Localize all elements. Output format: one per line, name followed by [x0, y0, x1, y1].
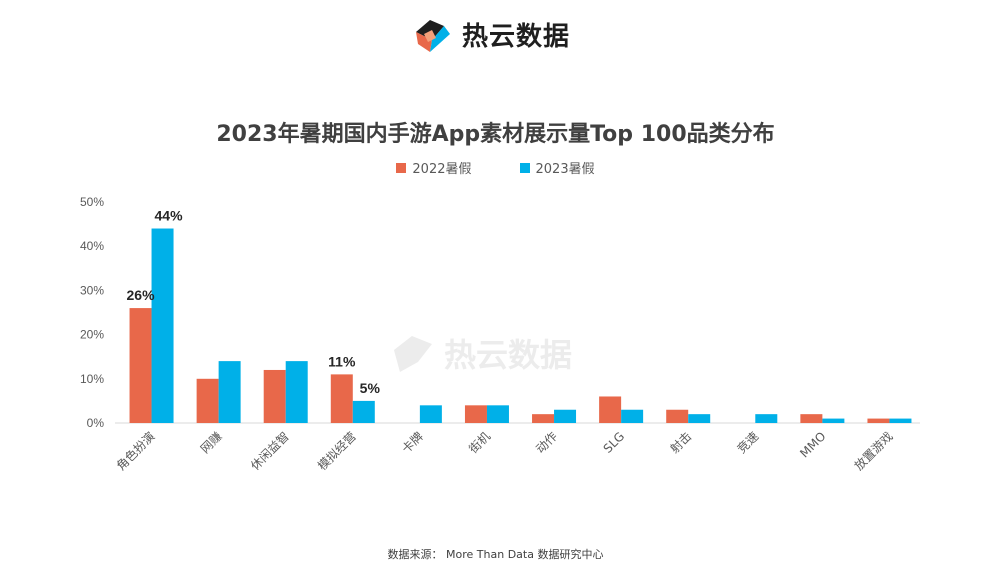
data-label: 11%	[328, 353, 356, 369]
bar	[263, 369, 286, 423]
x-tick-label: 竞速	[735, 429, 762, 456]
bar	[330, 374, 353, 423]
bar	[151, 228, 174, 423]
y-tick-label: 50%	[80, 195, 104, 209]
bar	[599, 396, 622, 423]
bar	[419, 405, 442, 423]
bar	[352, 400, 375, 423]
bar	[285, 361, 308, 423]
legend: 2022暑假 2023暑假	[0, 158, 991, 177]
y-tick-label: 20%	[80, 328, 104, 342]
x-tick-label: 街机	[466, 429, 493, 456]
bar	[867, 418, 890, 423]
data-label: 26%	[127, 287, 156, 303]
x-tick-label: 休闲益智	[247, 429, 292, 474]
y-tick-label: 30%	[80, 283, 104, 297]
legend-label-2022: 2022暑假	[412, 162, 472, 177]
legend-label-2023: 2023暑假	[535, 162, 595, 177]
x-tick-label: 放置游戏	[851, 429, 896, 474]
bar	[755, 414, 778, 423]
bar	[554, 409, 577, 423]
watermark-logo-icon	[393, 336, 432, 372]
bar	[666, 409, 689, 423]
chart-title: 2023年暑期国内手游App素材展示量Top 100品类分布	[216, 122, 775, 147]
bar	[129, 308, 152, 423]
data-label: 44%	[155, 208, 184, 224]
x-tick-label: 动作	[533, 429, 560, 456]
x-tick-label: 射击	[667, 429, 695, 457]
bar	[464, 405, 487, 423]
legend-item-2022: 2022暑假	[396, 158, 472, 177]
legend-swatch-2022	[396, 162, 407, 173]
y-tick-label: 40%	[80, 239, 104, 253]
x-tick-label: 网赚	[197, 429, 225, 457]
legend-swatch-2023	[519, 162, 530, 173]
brand-name: 热云数据	[462, 21, 571, 52]
bar	[621, 409, 644, 423]
data-label: 5%	[360, 380, 381, 396]
bar	[822, 418, 845, 423]
watermark-text: 热云数据	[444, 336, 572, 374]
x-tick-label: 角色扮演	[113, 429, 158, 474]
bar	[486, 405, 509, 423]
bar	[196, 378, 219, 423]
y-tick-label: 10%	[80, 372, 104, 386]
x-tick-label: SLG	[601, 429, 628, 456]
x-tick-label: MMO	[797, 429, 828, 460]
bar	[889, 418, 912, 423]
bar	[532, 414, 555, 423]
bar	[800, 414, 823, 423]
legend-item-2023: 2023暑假	[519, 158, 595, 177]
y-tick-label: 0%	[87, 416, 105, 430]
data-source: 数据来源： More Than Data 数据研究中心	[387, 548, 604, 561]
reyun-cube-logo-icon	[416, 20, 450, 52]
bar	[688, 414, 711, 423]
x-tick-label: 卡牌	[399, 429, 426, 456]
x-tick-label: 模拟经营	[315, 429, 359, 473]
bar	[218, 361, 241, 423]
brand: 热云数据	[410, 14, 570, 54]
